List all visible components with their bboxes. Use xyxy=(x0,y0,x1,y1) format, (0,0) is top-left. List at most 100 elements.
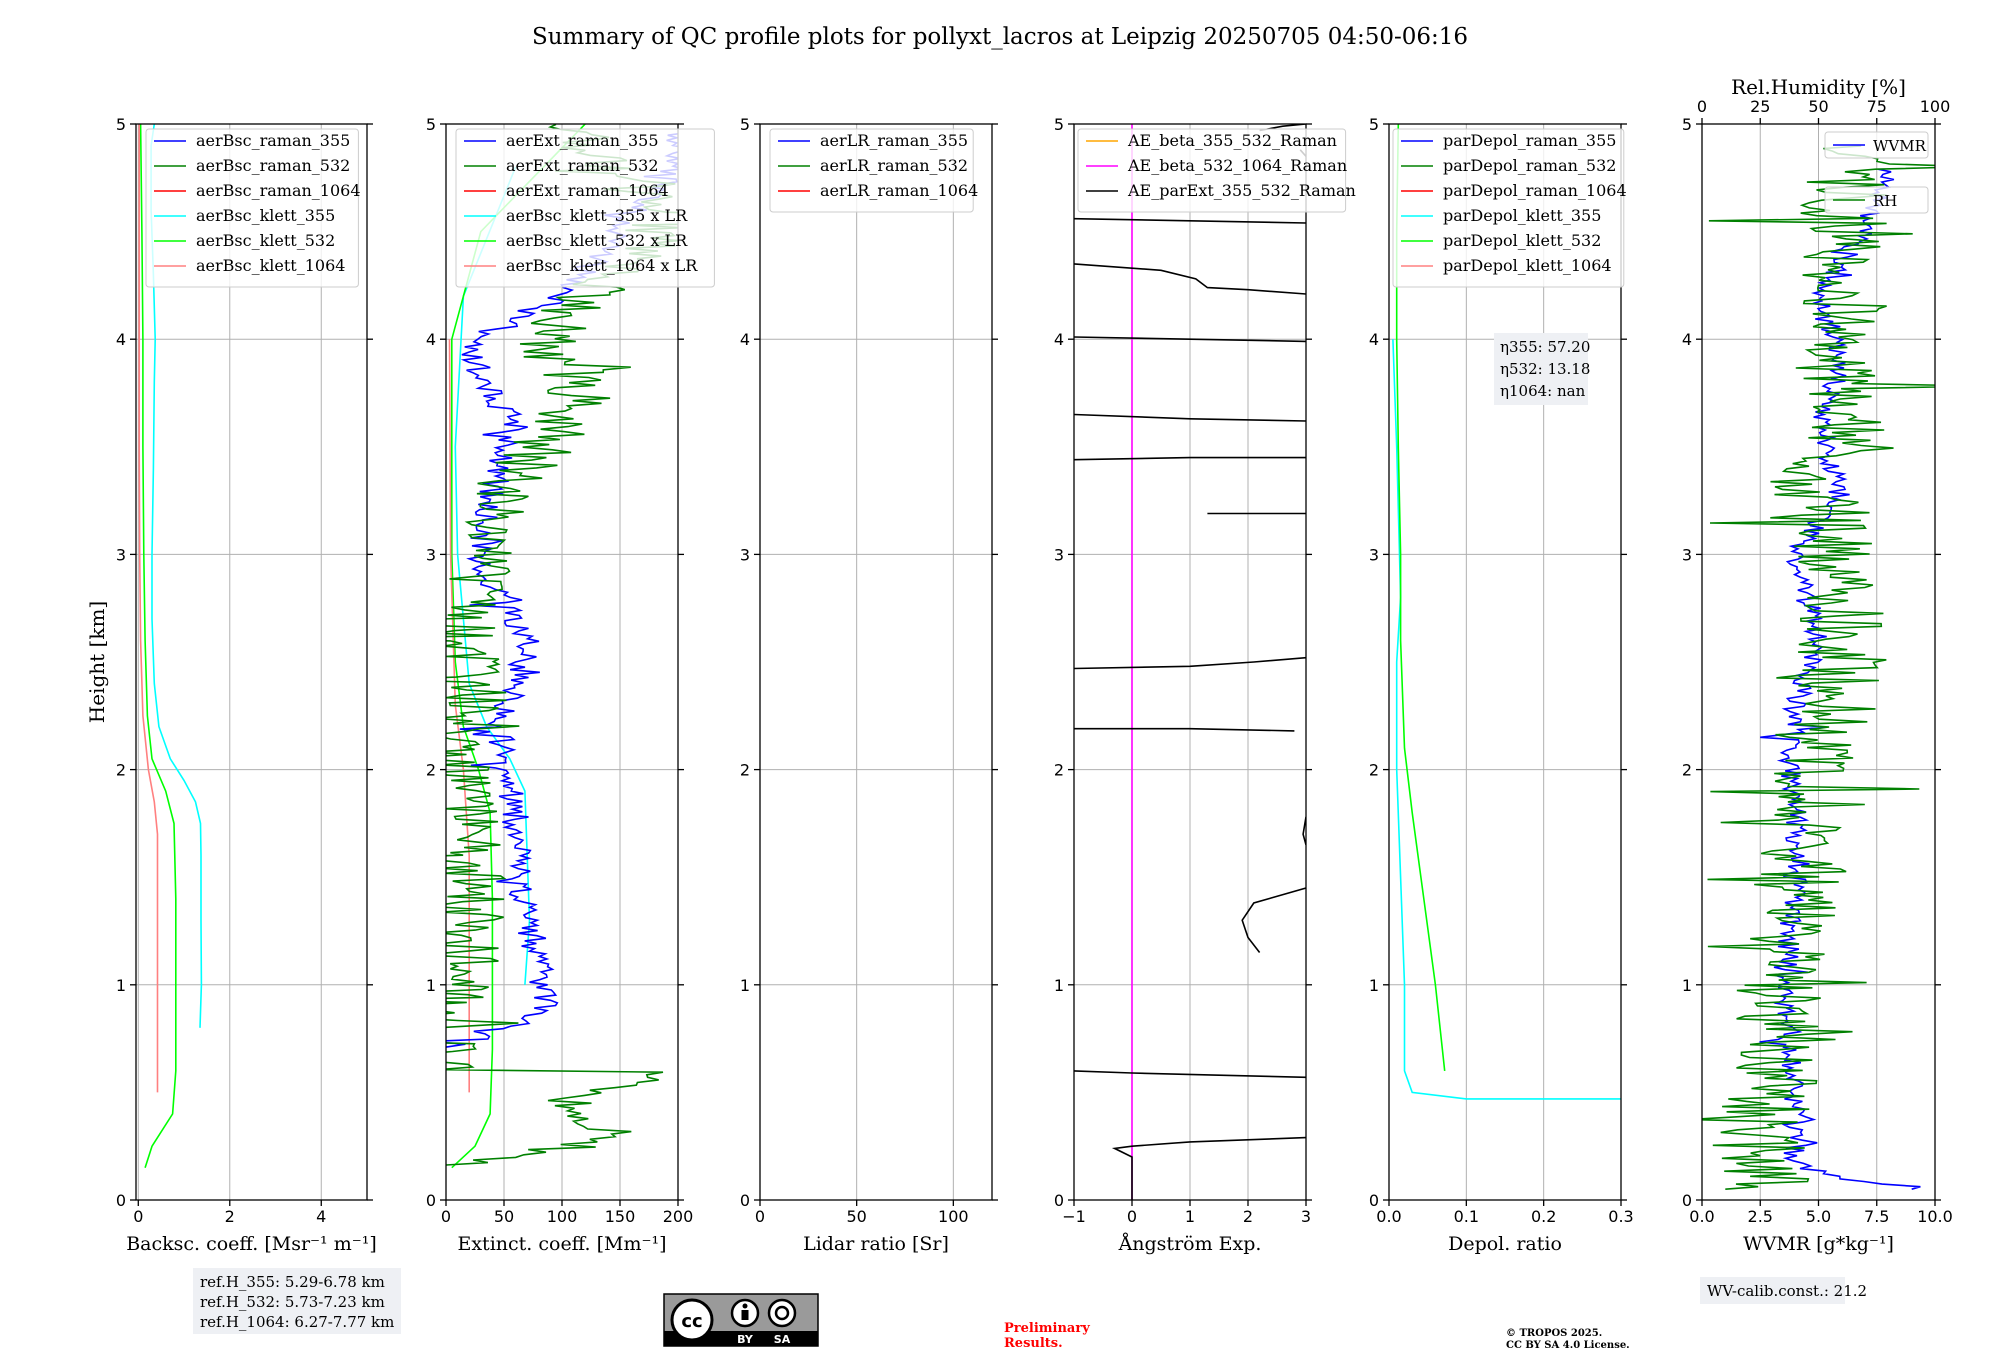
series-line-aerBsc_klett_532 xyxy=(139,124,177,1168)
x-tick-label: 0 xyxy=(1127,1207,1137,1226)
series-group xyxy=(1392,124,1621,1100)
legend-label: aerExt_raman_532 xyxy=(506,156,659,175)
series-group xyxy=(1702,145,1935,1190)
legend-label: aerBsc_klett_532 x LR xyxy=(506,231,688,250)
cc-icon xyxy=(670,1298,714,1342)
y-tick-label: 2 xyxy=(116,761,126,780)
legend-label: aerBsc_klett_355 x LR xyxy=(506,206,688,225)
x-axis-label: Extinct. coeff. [Mm⁻¹] xyxy=(457,1233,666,1255)
legend-label: aerBsc_klett_355 xyxy=(196,206,335,225)
series-line-AE_parExt_355_532_Raman xyxy=(1074,336,1306,343)
legend-label: aerExt_raman_1064 xyxy=(506,181,669,200)
legend-label: AE_beta_532_1064_Raman xyxy=(1127,156,1347,175)
x-tick-label: 10.0 xyxy=(1917,1207,1953,1226)
cc-by-sa-badge: cc BY SA xyxy=(663,1293,819,1347)
legend-label: AE_beta_355_532_Raman xyxy=(1127,131,1337,150)
axes-frame xyxy=(759,123,993,1201)
legend: aerLR_raman_355 aerLR_raman_532 aerLR_rama… xyxy=(769,128,978,213)
series-line-AE_parExt_355_532_Raman xyxy=(1111,1136,1306,1200)
series-line-aerBsc_klett_355 x LR xyxy=(454,166,531,985)
share-alike-icon xyxy=(767,1298,797,1328)
panel-depol: 0.0 0.1 0.2 0.3 0 1 2 3 4 5 Depol. ratio parDepol_r… xyxy=(1369,115,1634,1255)
x-tick-label: 50 xyxy=(494,1207,514,1226)
series-line-AE_parExt_355_532_Raman xyxy=(1074,456,1306,461)
legend: aerExt_raman_355 aerExt_raman_532 aerExt_r… xyxy=(455,128,715,288)
y-tick-label: 5 xyxy=(1369,115,1379,134)
y-tick-label: 1 xyxy=(1682,976,1692,995)
panel-lidar_ratio: 0 50 100 0 1 2 3 4 5 Lidar ratio [Sr] aerLR_raman_… xyxy=(740,115,998,1255)
legend-label: parDepol_raman_355 xyxy=(1443,131,1616,150)
y-tick-label: 2 xyxy=(1369,761,1379,780)
x-tick-label: 150 xyxy=(605,1207,636,1226)
x-tick-label: 0.1 xyxy=(1454,1207,1479,1226)
x2-tick-label: 0 xyxy=(1697,97,1707,116)
x-tick-label: 1 xyxy=(1185,1207,1195,1226)
legend-label: AE_parExt_355_532_Raman xyxy=(1127,181,1356,200)
legend: parDepol_raman_355 parDepol_raman_532 parD… xyxy=(1392,128,1627,288)
y-tick-label: 2 xyxy=(1054,761,1064,780)
y-tick-label: 0 xyxy=(740,1191,750,1210)
y-tick-label: 2 xyxy=(426,761,436,780)
legend-label: aerLR_raman_532 xyxy=(820,156,968,175)
legend-label: parDepol_klett_1064 xyxy=(1443,256,1612,275)
legend: WVMR RH xyxy=(1824,131,1929,214)
legend-label: aerBsc_raman_1064 xyxy=(196,181,361,200)
legend-label: parDepol_klett_355 xyxy=(1443,206,1601,225)
panel-wvmr: 0.0 2.5 5.0 7.5 10.0 0 1 2 3 4 5 WVMR [g*kg⁻¹] 0 25 50… xyxy=(1682,75,1953,1255)
y-tick-label: 3 xyxy=(116,545,126,564)
series-group xyxy=(1074,124,1306,1200)
y-tick-label: 0 xyxy=(1054,1191,1064,1210)
axes-frame xyxy=(1388,123,1622,1201)
x-axis-label: Lidar ratio [Sr] xyxy=(803,1233,949,1255)
y-tick-label: 1 xyxy=(116,976,126,995)
ref-height-1064: ref.H_1064: 6.27-7.77 km xyxy=(200,1313,394,1331)
legend-label: aerBsc_klett_1064 x LR xyxy=(506,256,698,275)
figure-title: Summary of QC profile plots for pollyxt_… xyxy=(532,24,1468,50)
y-tick-label: 4 xyxy=(426,330,436,349)
y-tick-label: 0 xyxy=(116,1191,126,1210)
y-tick-label: 4 xyxy=(1054,330,1064,349)
series-line-AE_parExt_355_532_Raman xyxy=(1074,263,1306,295)
y-tick-label: 3 xyxy=(740,545,750,564)
series-line-AE_parExt_355_532_Raman xyxy=(1074,1070,1306,1079)
y-axis-label: Height [km] xyxy=(85,601,109,723)
x-tick-label: 2 xyxy=(1243,1207,1253,1226)
badge-sa-label: SA xyxy=(774,1333,791,1346)
x-tick-label: 100 xyxy=(547,1207,578,1226)
y-tick-label: 5 xyxy=(1682,115,1692,134)
x-tick-label: 0.0 xyxy=(1689,1207,1714,1226)
y-tick-label: 1 xyxy=(426,976,436,995)
y-tick-label: 4 xyxy=(116,330,126,349)
y-tick-label: 3 xyxy=(1054,545,1064,564)
preliminary-line-1: Preliminary xyxy=(1004,1321,1090,1336)
series-line-aerBsc_klett_1064 xyxy=(138,124,159,1093)
x-tick-label: 0.0 xyxy=(1376,1207,1401,1226)
ref-height-355: ref.H_355: 5.29-6.78 km xyxy=(200,1273,385,1291)
y-tick-label: 5 xyxy=(740,115,750,134)
legend-label: aerExt_raman_355 xyxy=(506,131,659,150)
legend-box xyxy=(769,128,974,213)
y-tick-label: 0 xyxy=(1369,1191,1379,1210)
series-line-AE_parExt_355_532_Raman xyxy=(1074,727,1295,732)
x-tick-label: 4 xyxy=(316,1207,326,1226)
y-tick-label: 4 xyxy=(1682,330,1692,349)
x-tick-label: 0 xyxy=(755,1207,765,1226)
y-tick-label: 4 xyxy=(740,330,750,349)
legend-label: aerLR_raman_355 xyxy=(820,131,968,150)
y-tick-label: 2 xyxy=(1682,761,1692,780)
x2-tick-label: 50 xyxy=(1808,97,1828,116)
ref-heights-box: ref.H_355: 5.29-6.78 km ref.H_532: 5.73-… xyxy=(193,1268,401,1334)
x-axis-label: Backsc. coeff. [Msr⁻¹ m⁻¹] xyxy=(126,1233,377,1255)
y-tick-label: 5 xyxy=(1054,115,1064,134)
copyright-line-1: © TROPOS 2025. xyxy=(1506,1328,1602,1339)
legend-box xyxy=(1392,128,1625,288)
legend-label: WVMR xyxy=(1873,137,1927,155)
y-tick-label: 3 xyxy=(1682,545,1692,564)
y-tick-label: 4 xyxy=(1369,330,1379,349)
series-line-aerExt_raman_532 xyxy=(446,124,678,1166)
x-tick-label: 100 xyxy=(938,1207,969,1226)
copyright-line-2: CC BY SA 4.0 License. xyxy=(1506,1340,1630,1351)
y-tick-label: 2 xyxy=(740,761,750,780)
wv-calib-text: WV-calib.const.: 21.2 xyxy=(1707,1282,1867,1300)
y-tick-label: 0 xyxy=(426,1191,436,1210)
